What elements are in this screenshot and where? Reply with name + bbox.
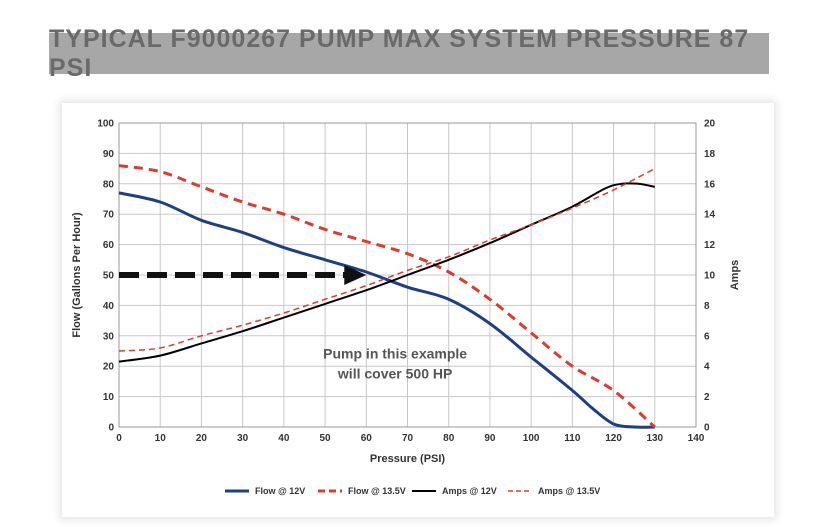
y2-tick-label: 8 <box>704 301 710 312</box>
chart-title: TYPICAL F9000267 PUMP MAX SYSTEM PRESSUR… <box>49 24 750 82</box>
y-tick-label: 90 <box>103 149 115 160</box>
annotation-line-2: will cover 500 HP <box>337 365 452 381</box>
chart-card: 0 10 20 30 40 50 60 70 80 90 100 110 120 130 140 0 10 20 3… <box>62 103 774 517</box>
y-tick-label: 50 <box>103 271 115 282</box>
x-tick-label: 0 <box>116 433 122 444</box>
chart-title-banner: TYPICAL F9000267 PUMP MAX SYSTEM PRESSUR… <box>49 25 769 82</box>
y-tick-label: 30 <box>103 331 115 342</box>
x-tick-label: 120 <box>605 433 622 444</box>
y2-tick-label: 16 <box>704 179 716 190</box>
legend-label-2: Flow @ 13.5V <box>348 486 406 496</box>
y-tick-label: 0 <box>108 423 114 434</box>
y-tick-label: 10 <box>103 392 115 403</box>
x-tick-label: 80 <box>443 433 455 444</box>
y2-axis-title: Amps <box>729 260 741 291</box>
y-tick-label: 70 <box>103 210 115 221</box>
y2-tick-label: 20 <box>704 119 716 130</box>
x-tick-label: 110 <box>564 433 581 444</box>
y2-tick-label: 2 <box>704 392 710 403</box>
y-tick-label: 80 <box>103 179 115 190</box>
y-tick-label: 20 <box>103 362 115 373</box>
x-axis-title: Pressure (PSI) <box>370 453 446 465</box>
x-tick-label: 60 <box>361 433 373 444</box>
y-tick-label: 60 <box>103 240 115 251</box>
y2-tick-label: 0 <box>704 423 710 434</box>
legend-label-1: Flow @ 12V <box>255 486 305 496</box>
series-line-4 <box>118 167 656 352</box>
x-tick-label: 100 <box>523 433 540 444</box>
series-line-1 <box>118 191 655 429</box>
x-tick-label: 90 <box>484 433 496 444</box>
x-tick-label: 70 <box>402 433 414 444</box>
y2-tick-label: 14 <box>704 210 716 221</box>
y2-tick-label: 10 <box>704 271 716 282</box>
x-tick-label: 30 <box>237 433 249 444</box>
y2-tick-label: 12 <box>704 240 716 251</box>
x-tick-label: 140 <box>688 433 705 444</box>
y-tick-label: 40 <box>103 301 115 312</box>
pointer-arrow-head <box>344 265 367 285</box>
legend-label-3: Amps @ 12V <box>442 486 497 496</box>
series-line-3 <box>118 182 655 363</box>
pump-performance-chart: 0 10 20 30 40 50 60 70 80 90 100 110 120 130 140010203… <box>71 119 741 497</box>
x-tick-label: 10 <box>155 433 167 444</box>
x-tick-label: 50 <box>320 433 332 444</box>
legend-label-4: Amps @ 13.5V <box>538 486 600 496</box>
y-axis-title: Flow (Gallons Per Hour) <box>71 212 83 338</box>
y2-tick-label: 18 <box>704 149 716 160</box>
y2-tick-label: 6 <box>704 331 710 342</box>
x-tick-label: 20 <box>196 433 208 444</box>
x-tick-label: 40 <box>278 433 290 444</box>
series-line-2 <box>118 164 656 429</box>
x-tick-label: 130 <box>646 433 663 444</box>
y-tick-label: 100 <box>97 119 114 130</box>
annotation-line-1: Pump in this example <box>323 346 467 362</box>
y2-tick-label: 4 <box>704 362 710 373</box>
